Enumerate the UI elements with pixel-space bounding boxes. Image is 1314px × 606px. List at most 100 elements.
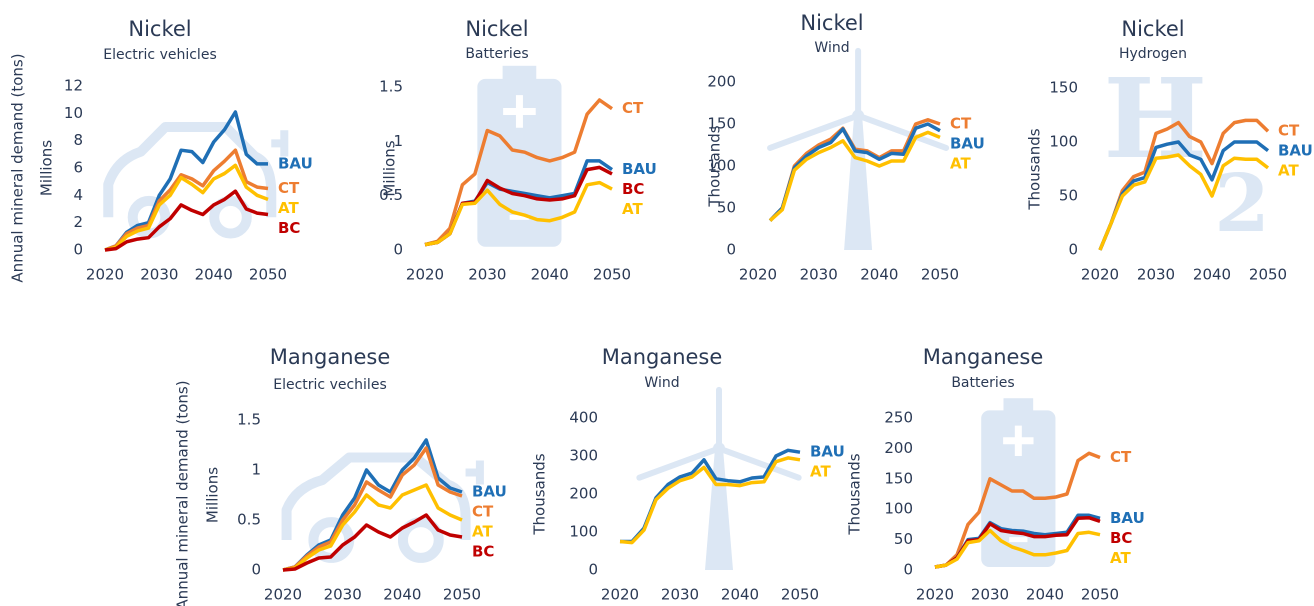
- car-icon: [281, 452, 471, 540]
- series-line: [282, 446, 463, 572]
- blade-icon: [636, 445, 722, 481]
- y-axis-label: Millions: [204, 467, 222, 523]
- legend-label: BC: [1110, 529, 1132, 547]
- legend-label: CT: [1278, 122, 1300, 140]
- series-line: [104, 189, 269, 252]
- y-tick-label: 200: [884, 439, 913, 457]
- legend-label: CT: [622, 99, 644, 117]
- chart-title: Nickel: [1121, 17, 1184, 41]
- chart-title: Manganese: [602, 345, 723, 369]
- x-tick-label: 2030: [324, 586, 362, 604]
- chart-subtitle: Batteries: [465, 46, 528, 62]
- legend-label: BAU: [810, 443, 845, 461]
- legend-label: AT: [278, 199, 299, 217]
- x-tick-label: 2050: [1249, 266, 1287, 284]
- x-tick-label: 2040: [1193, 266, 1231, 284]
- legend-label: CT: [278, 179, 300, 197]
- series-line: [934, 451, 1101, 569]
- y-tick-label: 8: [73, 131, 83, 149]
- car-wheel-icon: [127, 195, 171, 239]
- legend-label: CT: [472, 503, 494, 521]
- series-line: [424, 180, 613, 247]
- series-line: [619, 456, 801, 545]
- legend-label: BC: [278, 219, 300, 237]
- series-line: [104, 163, 269, 252]
- y-axis-title: Annual mineral demand (tons): [9, 53, 27, 282]
- chart-subtitle: Hydrogen: [1119, 46, 1187, 62]
- x-tick-label: 2040: [1026, 586, 1064, 604]
- y-tick-label: 0: [726, 241, 736, 259]
- chart-panel: Manganese Electric vechiles Millions Annual…: [174, 345, 507, 606]
- y-tick-label: 100: [569, 523, 598, 541]
- legend-label: BAU: [1278, 142, 1313, 160]
- y-tick-label: 50: [717, 199, 736, 217]
- legend-label: CT: [1110, 448, 1132, 466]
- legend-label: BC: [472, 543, 494, 561]
- legend-label: BAU: [278, 154, 313, 172]
- x-tick-label: 2040: [383, 586, 421, 604]
- x-tick-label: 2050: [593, 266, 631, 284]
- chart-panel: Nickel Batteries Millions 0 0.5 1 1.5 2020 2030 2…: [379, 17, 657, 284]
- x-tick-label: 2020: [739, 266, 777, 284]
- chart-panel: Nickel Electric vehicles Millions Annual mi…: [9, 17, 313, 284]
- series-line: [104, 110, 268, 252]
- chart-subtitle: Electric vehicles: [103, 47, 216, 63]
- y-tick-label: 0: [73, 241, 83, 259]
- battery-cap-icon: [502, 65, 537, 83]
- y-tick-label: 400: [569, 409, 598, 427]
- hub-icon: [852, 109, 865, 122]
- chart-title: Manganese: [270, 345, 391, 369]
- legend-label: AT: [1110, 549, 1131, 567]
- x-tick-label: 2020: [1081, 266, 1119, 284]
- chart-panel: Manganese Batteries Thousands 0 50 100 150 200 2…: [846, 345, 1145, 604]
- y-tick-label: 1: [251, 461, 261, 479]
- y-tick-label: 1.5: [379, 78, 403, 96]
- blade-icon: [716, 445, 802, 481]
- x-tick-label: 2020: [264, 586, 302, 604]
- series-line: [768, 122, 941, 222]
- series-line: [934, 528, 1101, 569]
- y-tick-label: 10: [64, 104, 83, 122]
- legend-label: AT: [810, 463, 831, 481]
- chart-subtitle: Batteries: [951, 375, 1014, 391]
- y-tick-label: 250: [884, 409, 913, 427]
- tower-icon: [844, 115, 873, 250]
- x-tick-label: 2030: [800, 266, 838, 284]
- x-tick-label: 2050: [921, 266, 959, 284]
- blade-icon: [855, 112, 950, 151]
- x-tick-label: 2030: [468, 266, 506, 284]
- battery-cap-icon: [1003, 398, 1034, 414]
- x-tick-label: 2040: [195, 266, 233, 284]
- y-tick-label: 4: [73, 186, 83, 204]
- y-tick-label: 150: [884, 469, 913, 487]
- y-tick-label: 100: [1049, 133, 1078, 151]
- y-tick-label: 50: [894, 530, 913, 548]
- x-tick-label: 2040: [860, 266, 898, 284]
- x-tick-label: 2020: [916, 586, 954, 604]
- plug-icon: [465, 460, 484, 485]
- tower-icon: [705, 448, 733, 570]
- x-tick-label: 2030: [140, 266, 178, 284]
- y-tick-label: 0.5: [379, 186, 403, 204]
- x-tick-label: 2020: [406, 266, 444, 284]
- chart-title: Nickel: [800, 11, 863, 35]
- y-tick-label: 0: [588, 561, 598, 579]
- chart-title: Nickel: [465, 17, 528, 41]
- series-line: [768, 130, 941, 222]
- y-axis-label: Thousands: [706, 125, 724, 207]
- y-axis-label: Thousands: [846, 453, 864, 535]
- car-wheel-icon: [397, 517, 444, 563]
- chart-subtitle: Wind: [644, 375, 679, 391]
- y-tick-label: 0: [1068, 241, 1078, 259]
- y-tick-label: 0: [393, 241, 403, 259]
- series-line: [104, 148, 269, 252]
- y-axis-label: Millions: [381, 140, 399, 196]
- chart-panel: Manganese Wind Thousands 0 100 200 300 400 2020 2…: [531, 345, 845, 604]
- legend-label: CT: [950, 115, 972, 133]
- y-tick-label: 6: [73, 159, 83, 177]
- series-line: [1098, 118, 1270, 251]
- series-line: [1098, 140, 1270, 251]
- watermark-icon: 2: [1214, 156, 1270, 250]
- series-line: [282, 513, 463, 572]
